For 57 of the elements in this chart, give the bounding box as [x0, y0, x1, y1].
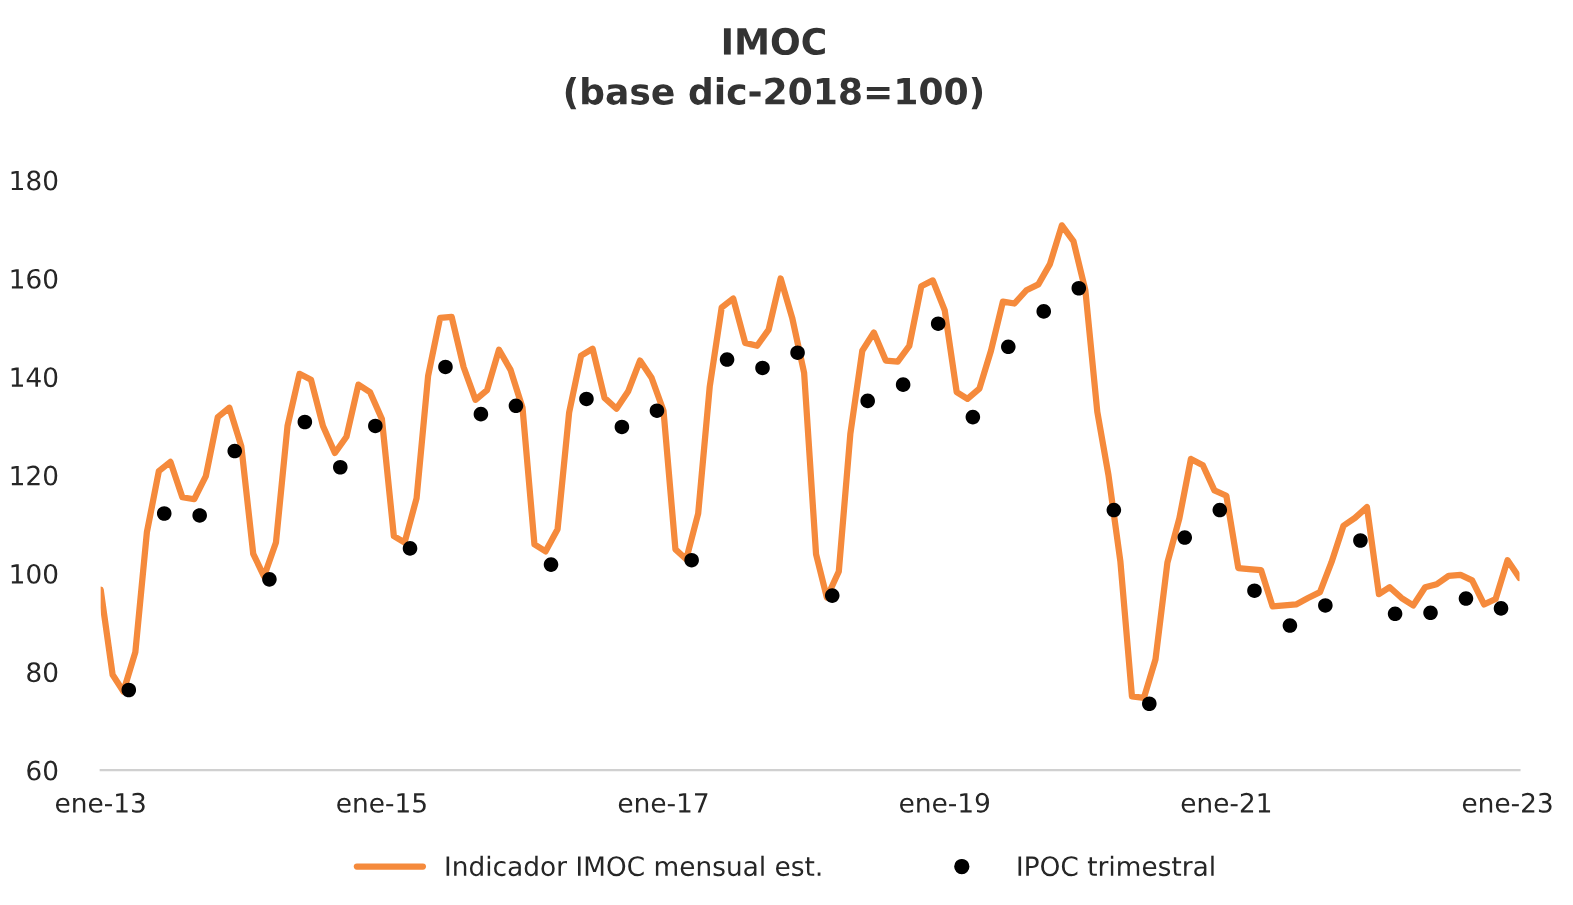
point — [930, 316, 946, 331]
legend-label: IPOC trimestral — [1018, 855, 1214, 877]
y-tick-label: 60 — [27, 760, 58, 781]
point — [1106, 502, 1122, 518]
point — [1318, 598, 1333, 613]
point — [965, 409, 981, 425]
point — [1282, 618, 1298, 633]
point — [895, 377, 911, 392]
point — [614, 419, 630, 435]
point — [1423, 605, 1438, 621]
point — [1177, 530, 1193, 545]
point — [1142, 696, 1157, 712]
point — [297, 414, 313, 430]
point — [790, 345, 805, 360]
point — [262, 572, 277, 587]
point — [824, 588, 840, 603]
point — [1353, 533, 1368, 548]
x-tick-label: ene-23 — [1462, 792, 1552, 813]
point — [1212, 502, 1228, 518]
point — [543, 557, 559, 572]
point — [192, 508, 207, 523]
point — [438, 359, 453, 375]
x-tick-label: ene-15 — [337, 793, 426, 813]
point — [473, 406, 489, 422]
point — [649, 403, 665, 418]
legend-label: Indicador IMOC mensual est. — [446, 855, 821, 877]
point — [579, 391, 594, 407]
point — [860, 393, 875, 409]
point — [508, 398, 524, 414]
y-tick-label: 140 — [11, 367, 58, 388]
x-tick-label: ene-21 — [1181, 792, 1271, 813]
chart-subtitle: (base dic-2018=100) — [565, 76, 983, 110]
point — [227, 443, 243, 459]
point — [1493, 601, 1509, 616]
y-tick-label: 80 — [27, 662, 58, 683]
point — [1036, 304, 1052, 319]
y-tick-label: 180 — [11, 170, 58, 191]
point — [1001, 339, 1016, 355]
point — [333, 459, 348, 475]
y-tick-label: 100 — [11, 563, 58, 584]
x-tick-label: ene-19 — [900, 792, 990, 813]
point — [1458, 591, 1474, 606]
point — [1071, 280, 1087, 296]
x-tick-label: ene-13 — [55, 792, 145, 813]
y-tick-label: 160 — [11, 268, 58, 289]
chart-title: IMOC — [723, 27, 825, 56]
point — [1387, 606, 1403, 622]
point — [1247, 583, 1262, 598]
point — [719, 352, 735, 367]
point — [121, 682, 137, 698]
point — [755, 360, 770, 376]
point — [156, 506, 172, 521]
point — [684, 552, 699, 568]
point — [368, 418, 383, 434]
x-tick-label: ene-17 — [618, 793, 708, 813]
y-tick-label: 120 — [11, 465, 58, 486]
point — [402, 541, 418, 556]
